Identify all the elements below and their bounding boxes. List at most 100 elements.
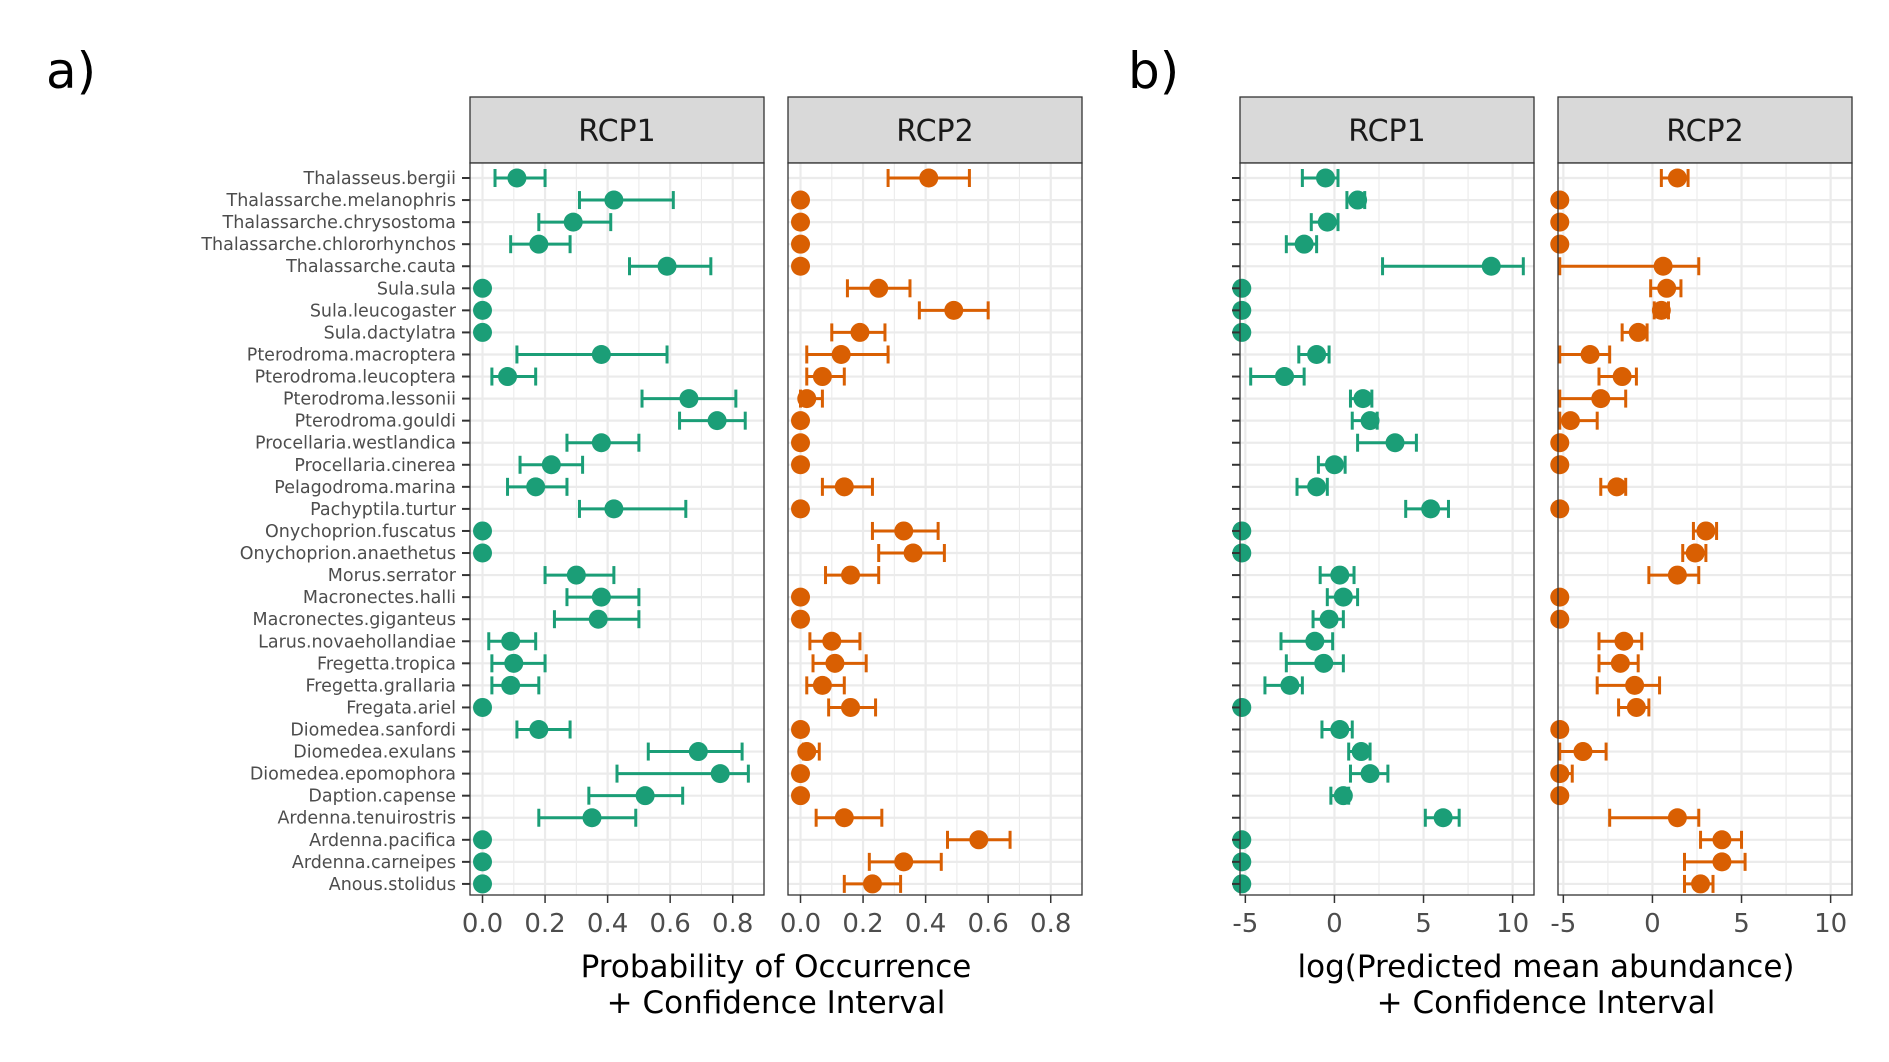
data-point	[791, 190, 811, 210]
data-point	[1712, 830, 1732, 850]
x-tick-label: 0.4	[905, 909, 946, 939]
data-point	[1333, 587, 1353, 607]
data-point	[1307, 477, 1327, 497]
y-tick-label: Thalasseus.bergii	[303, 169, 456, 189]
x-axis-title: log(Predicted mean abundance)	[1298, 949, 1795, 985]
x-tick-label: 10	[1496, 909, 1529, 939]
data-point	[563, 212, 583, 232]
data-point	[812, 367, 832, 387]
data-point	[1550, 433, 1570, 453]
panel-b-abundance: RCP1 -5 0 5 10 RCP2 -5 0 5 10 log(Predicted mean a…	[1232, 96, 1853, 1021]
data-point	[1550, 212, 1570, 232]
data-point	[529, 234, 549, 254]
x-tick-label: 0.8	[1030, 909, 1071, 939]
data-point	[1550, 609, 1570, 629]
data-point	[679, 389, 699, 409]
y-tick-label: Sula.leucogaster	[310, 301, 457, 321]
data-point	[969, 830, 989, 850]
data-point	[1232, 697, 1252, 717]
data-point	[1330, 565, 1350, 585]
facet-strip-label: RCP1	[578, 114, 655, 149]
data-point	[825, 653, 845, 673]
data-point	[473, 874, 493, 894]
data-point	[1691, 874, 1711, 894]
data-point	[635, 786, 655, 806]
data-point	[1317, 212, 1337, 232]
data-point	[541, 455, 561, 475]
x-tick-label: 0.2	[842, 909, 883, 939]
y-tick-label: Pachyptila.turtur	[310, 500, 457, 520]
y-tick-label: Ardenna.pacifica	[309, 831, 456, 851]
data-point	[1232, 300, 1252, 320]
x-tick-label: 0.2	[524, 909, 565, 939]
x-tick-label: 0	[1644, 909, 1661, 939]
facet-strip-label: RCP1	[1348, 114, 1425, 149]
y-tick-label: Thalassarche.chrysostoma	[222, 213, 456, 233]
data-point	[894, 521, 914, 541]
data-point	[834, 808, 854, 828]
data-point	[903, 543, 923, 563]
facet-rcp2: RCP2 0.0 0.2 0.4 0.6 0.8	[780, 96, 1083, 939]
y-tick-label: Diomedea.sanfordi	[290, 721, 456, 741]
facet-rcp1: RCP1 -5 0 5 10	[1232, 96, 1535, 939]
x-tick-label: 0.8	[712, 909, 753, 939]
error-bar	[577, 191, 675, 210]
data-point	[841, 565, 861, 585]
facet-rcp1: RCP1 0.0 0.2 0.4 0.6 0.8	[462, 96, 765, 939]
data-point	[498, 367, 518, 387]
data-point	[1550, 786, 1570, 806]
data-point	[1550, 455, 1570, 475]
data-point	[1550, 234, 1570, 254]
y-tick-label: Procellaria.cinerea	[294, 456, 456, 476]
data-point	[791, 499, 811, 519]
data-point	[791, 433, 811, 453]
data-point	[1232, 278, 1252, 298]
data-point	[1696, 521, 1716, 541]
data-point	[1319, 609, 1339, 629]
x-tick-label: 0.6	[967, 909, 1008, 939]
data-point	[1614, 631, 1634, 651]
data-point	[501, 631, 521, 651]
x-tick-label: 0.4	[587, 909, 628, 939]
x-tick-label: -5	[1232, 909, 1258, 939]
data-point	[657, 256, 677, 276]
data-point	[1433, 808, 1453, 828]
data-point	[1612, 367, 1632, 387]
y-tick-label: Pterodroma.gouldi	[295, 412, 456, 432]
y-tick-label: Thalassarche.chlororhynchos	[200, 235, 456, 255]
x-tick-label: 0.6	[649, 909, 690, 939]
data-point	[1314, 653, 1334, 673]
data-point	[591, 433, 611, 453]
data-point	[1667, 565, 1687, 585]
data-point	[1651, 300, 1671, 320]
data-point	[473, 322, 493, 342]
error-bar	[1558, 257, 1701, 276]
data-point	[710, 764, 730, 784]
panel-border	[1239, 162, 1535, 896]
panel-border	[469, 162, 765, 896]
data-point	[1351, 742, 1371, 762]
panel-border	[1557, 162, 1853, 896]
y-tick-label: Larus.novaehollandiae	[258, 632, 456, 652]
data-point	[791, 764, 811, 784]
y-tick-label: Pelagodroma.marina	[274, 478, 456, 498]
y-tick-label: Macronectes.halli	[303, 588, 456, 608]
data-point	[1667, 168, 1687, 188]
y-tick-label: Thalassarche.cauta	[285, 257, 456, 277]
data-point	[1307, 344, 1327, 364]
data-point	[688, 742, 708, 762]
data-point	[797, 389, 817, 409]
data-point	[791, 234, 811, 254]
facet-strip	[1239, 96, 1535, 164]
data-point	[1712, 852, 1732, 872]
panel-border	[787, 162, 1083, 896]
data-point	[1333, 786, 1353, 806]
data-point	[862, 874, 882, 894]
data-point	[1360, 764, 1380, 784]
data-point	[604, 499, 624, 519]
data-point	[1481, 256, 1501, 276]
data-point	[791, 720, 811, 739]
data-point	[791, 212, 811, 232]
data-point	[1550, 190, 1570, 210]
